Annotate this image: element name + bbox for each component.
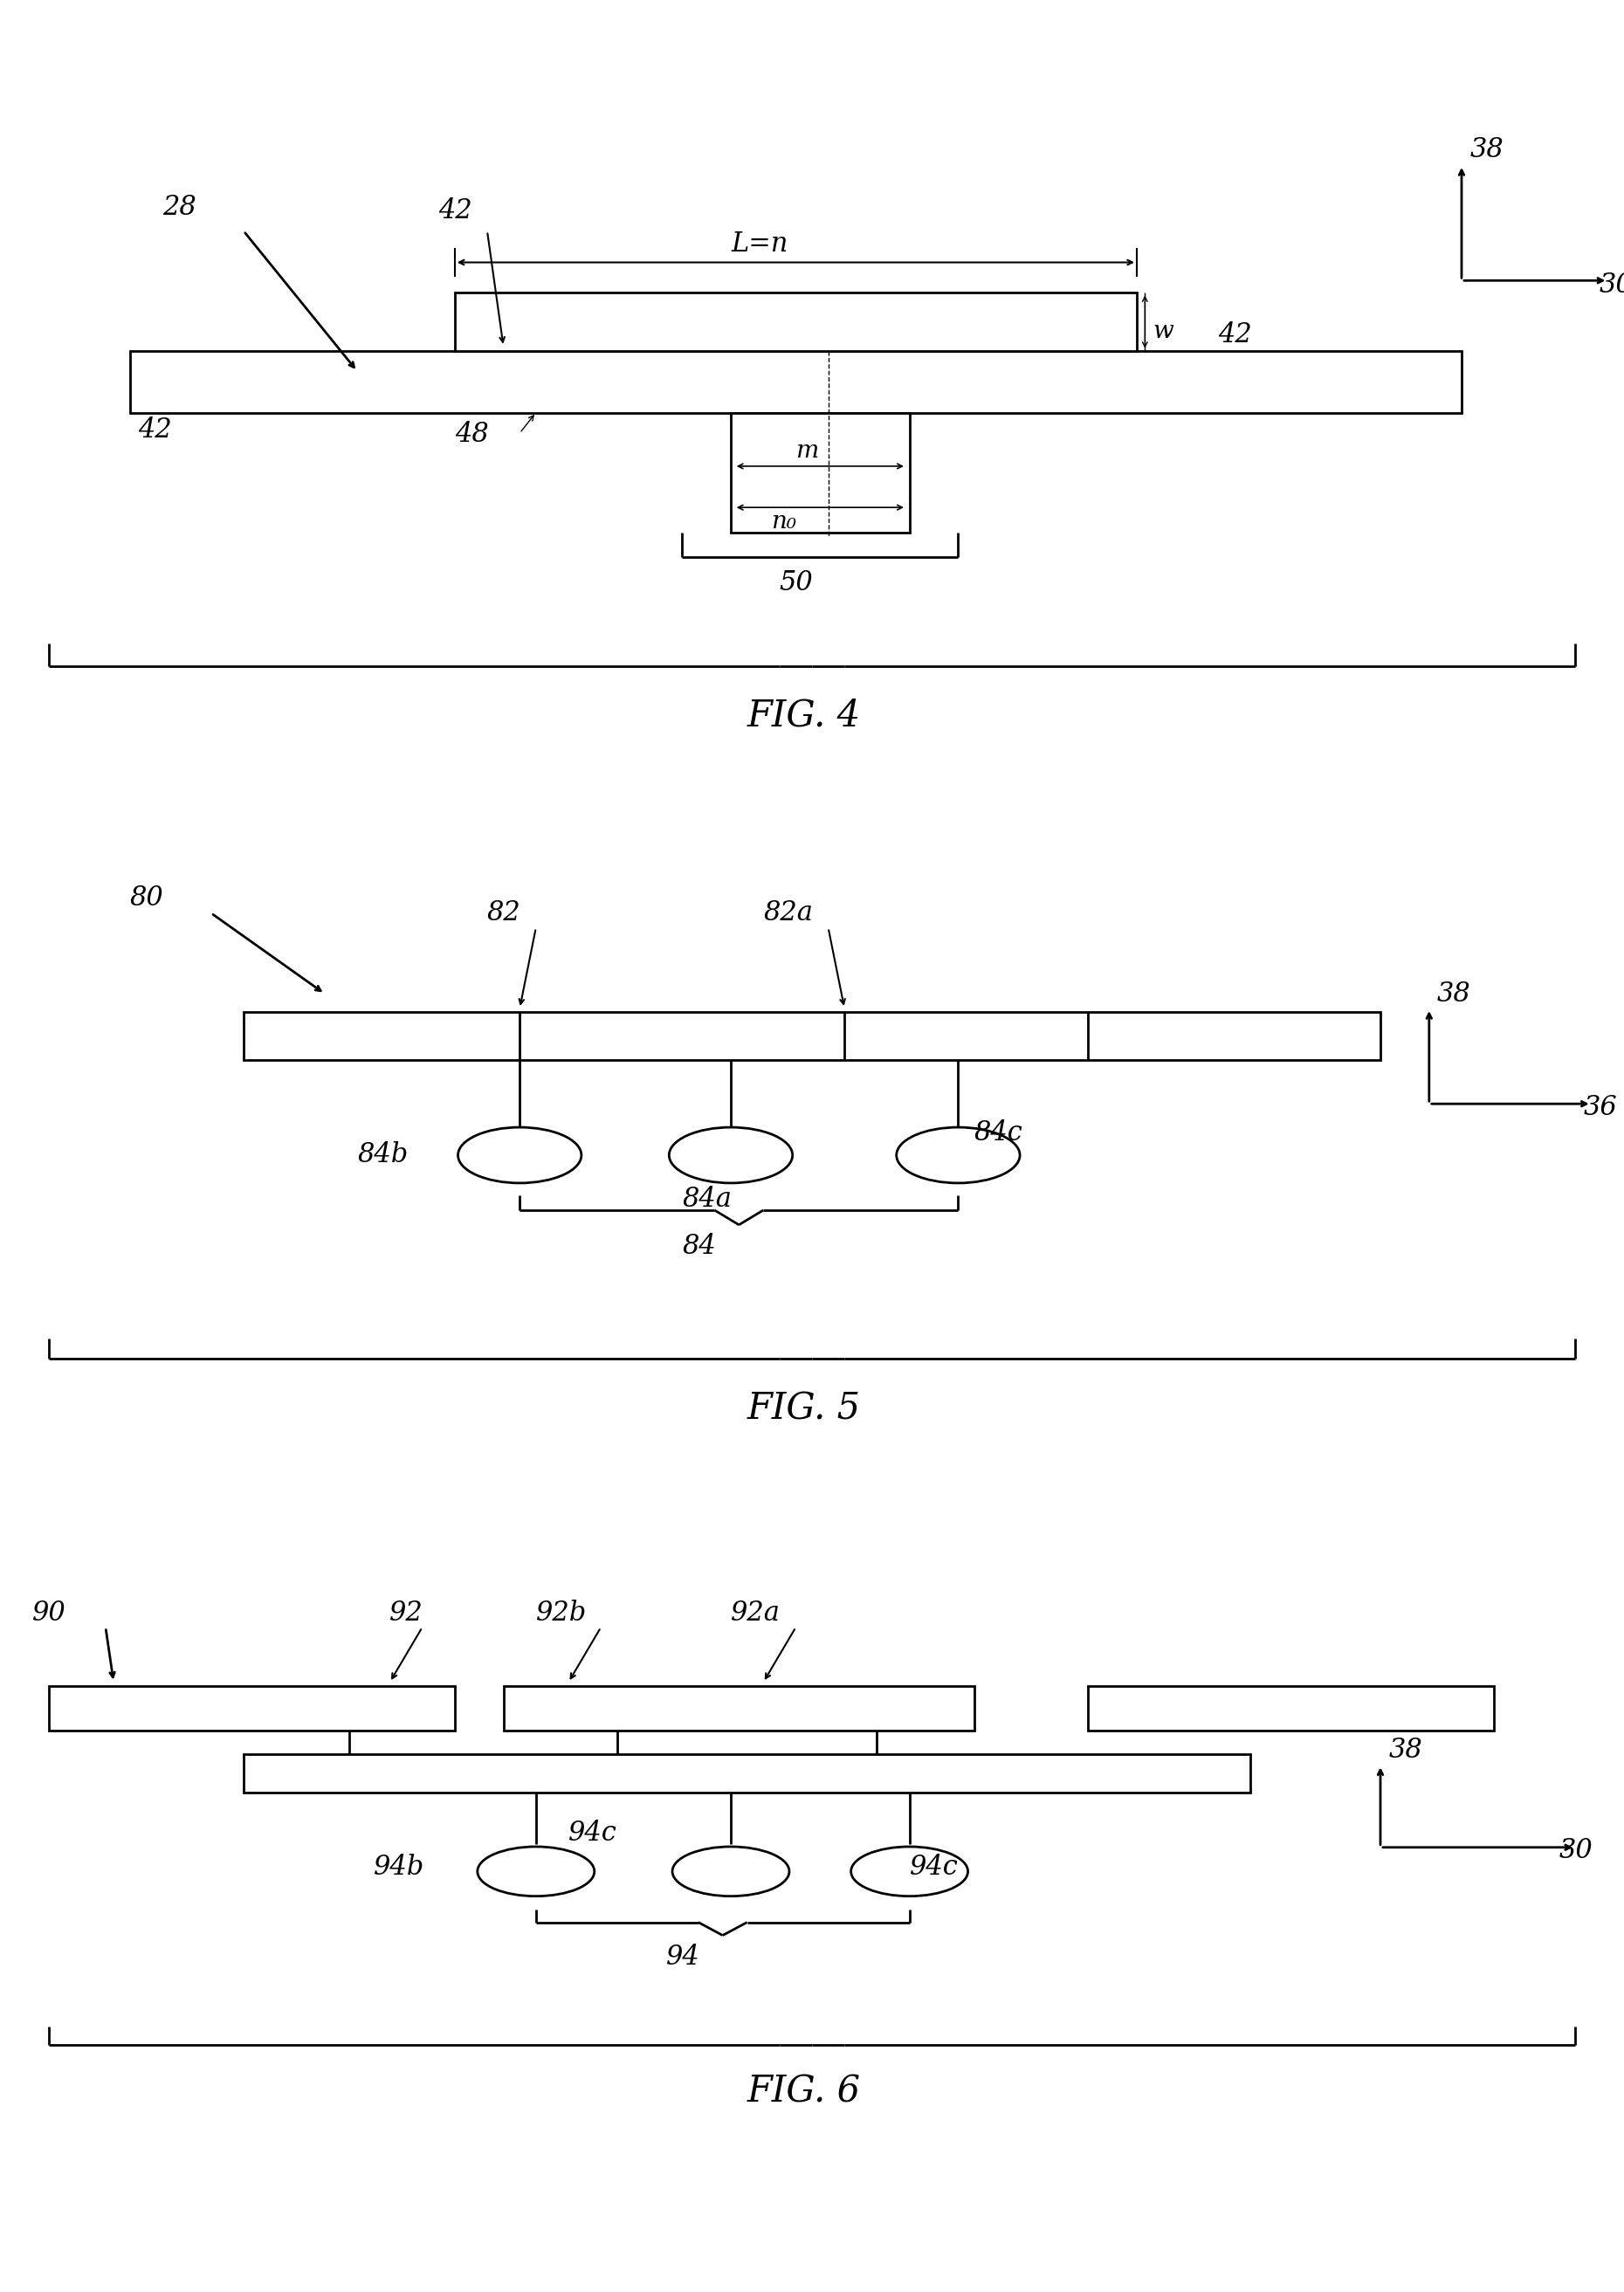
Text: 90: 90 [32, 1600, 67, 1627]
Text: 36: 36 [1583, 1093, 1618, 1121]
Bar [244, 1013, 1380, 1059]
Text: 80: 80 [130, 885, 164, 912]
Text: 84a: 84a [682, 1185, 732, 1212]
Text: L=n: L=n [731, 231, 788, 257]
Text: m: m [796, 440, 818, 463]
Text: 94: 94 [666, 1944, 700, 1971]
Text: FIG. 6: FIG. 6 [747, 2072, 861, 2109]
Text: 50: 50 [780, 568, 814, 596]
Bar [455, 293, 1137, 351]
Text: 42: 42 [1218, 321, 1252, 348]
Text: 92b: 92b [536, 1600, 586, 1627]
Bar [49, 1687, 455, 1730]
Text: 94b: 94b [374, 1854, 424, 1882]
Text: w: w [1153, 321, 1174, 344]
Text: 38: 38 [1389, 1737, 1423, 1765]
Bar [1088, 1687, 1494, 1730]
Text: 48: 48 [455, 419, 489, 447]
Text: 92: 92 [390, 1600, 424, 1627]
Text: FIG. 4: FIG. 4 [747, 697, 861, 733]
Bar [731, 413, 909, 532]
Bar [130, 351, 1462, 413]
Text: 84: 84 [682, 1233, 716, 1261]
Text: 84c: 84c [974, 1118, 1023, 1146]
Text: 84b: 84b [357, 1141, 408, 1169]
Text: 38: 38 [1437, 981, 1471, 1006]
Text: 42: 42 [138, 417, 172, 442]
Text: 38: 38 [1470, 135, 1504, 163]
Text: 94c: 94c [909, 1854, 958, 1882]
Text: 82: 82 [487, 898, 521, 926]
Text: 30: 30 [1559, 1836, 1593, 1863]
Text: 28: 28 [162, 193, 197, 220]
Text: 30: 30 [1600, 273, 1624, 298]
Text: 94c: 94c [568, 1820, 617, 1847]
Bar [244, 1756, 1250, 1792]
Text: n₀: n₀ [771, 509, 797, 534]
Bar [503, 1687, 974, 1730]
Text: FIG. 5: FIG. 5 [747, 1391, 861, 1428]
Text: 92a: 92a [731, 1600, 781, 1627]
Text: 42: 42 [438, 197, 473, 225]
Text: 82a: 82a [763, 898, 814, 926]
